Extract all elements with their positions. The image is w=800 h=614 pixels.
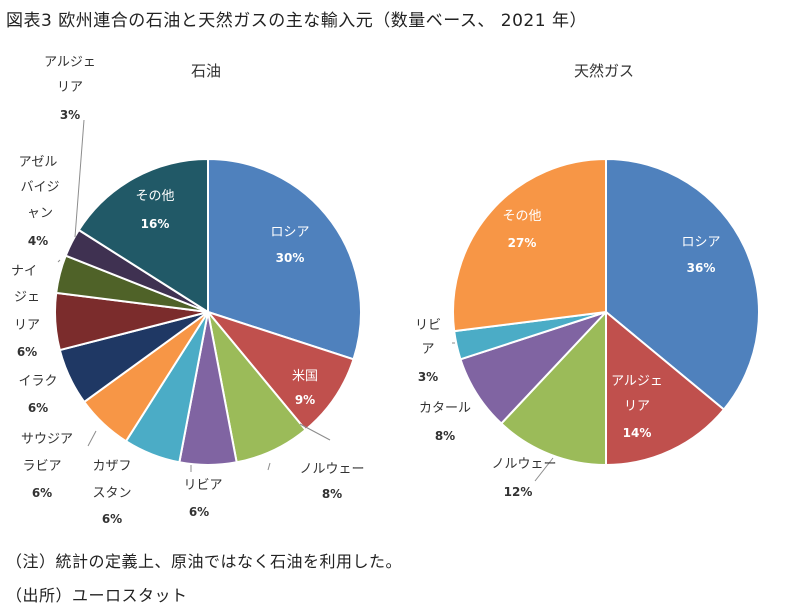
slice-value-label: 6% xyxy=(17,345,37,359)
slice-name-label: リア xyxy=(14,318,40,333)
slice-value-label: 8% xyxy=(322,487,342,501)
slice-name-label: リビア xyxy=(183,478,222,493)
slice-name-label: リア xyxy=(57,80,83,95)
slice-name-label: ノルウェー xyxy=(299,462,364,477)
source-text: （出所）ユーロスタット xyxy=(6,586,188,605)
slice-value-label: 12% xyxy=(504,485,533,499)
pie-slice xyxy=(77,157,209,314)
slice-name-label: その他 xyxy=(135,189,174,204)
slice-name-label: ャン xyxy=(27,206,53,221)
chart-title: 天然ガス xyxy=(574,62,634,80)
slice-name-label: アゼル xyxy=(19,155,58,170)
slice-value-label: 8% xyxy=(435,429,455,443)
leader-line xyxy=(74,119,85,238)
slice-name-label: ジェ xyxy=(14,290,40,305)
leader-line xyxy=(87,430,97,447)
slice-name-label: イラク xyxy=(18,374,57,389)
slice-name-label: ア xyxy=(421,342,434,357)
slice-value-label: 27% xyxy=(508,236,537,250)
pie-slice xyxy=(207,157,362,361)
figure-title: 図表3 欧州連合の石油と天然ガスの主な輸入元（数量ベース、 2021 年） xyxy=(6,11,587,31)
slice-value-label: 6% xyxy=(32,486,52,500)
slice-name-label: カザフ xyxy=(92,459,131,474)
slice-name-label: リア xyxy=(624,399,650,414)
slice-value-label: 30% xyxy=(276,251,305,265)
leader-line xyxy=(534,457,554,482)
slice-name-label: スタン xyxy=(92,486,131,501)
slice-name-label: カタール xyxy=(419,401,471,416)
pie-slice xyxy=(499,309,607,467)
chart-title: 石油 xyxy=(191,62,221,80)
pie-chart-1 xyxy=(54,119,362,472)
slice-name-label: アルジェ xyxy=(611,374,663,389)
slice-name-label: ノルウェー xyxy=(491,457,556,472)
slice-name-label: バイジ xyxy=(20,180,59,195)
pie-slice xyxy=(452,157,607,333)
slice-value-label: 3% xyxy=(60,108,80,122)
pie-charts: 石油ロシア30%米国9%ノルウェー8%リビア6%カザフスタン6%サウジアラビア6… xyxy=(11,55,760,526)
slice-value-label: 16% xyxy=(141,217,170,231)
slice-value-label: 4% xyxy=(28,234,48,248)
slice-name-label: ロシア xyxy=(681,235,720,250)
note-text: （注）統計の定義上、原油ではなく石油を利用した。 xyxy=(6,552,403,571)
slice-value-label: 36% xyxy=(687,261,716,275)
pie-chart-2 xyxy=(452,157,760,482)
leader-line xyxy=(299,423,331,441)
slice-value-label: 9% xyxy=(295,393,315,407)
slice-name-label: アルジェ xyxy=(44,55,96,70)
leader-line xyxy=(57,259,61,263)
slice-value-label: 6% xyxy=(189,505,209,519)
slice-name-label: サウジア xyxy=(21,432,73,447)
slice-value-label: 14% xyxy=(623,426,652,440)
leader-line xyxy=(267,462,271,471)
pie-slice xyxy=(605,157,760,411)
pie-slice xyxy=(605,309,726,467)
slice-name-label: その他 xyxy=(502,209,541,224)
slice-value-label: 3% xyxy=(418,370,438,384)
slice-value-label: 6% xyxy=(28,401,48,415)
pie-slice xyxy=(205,309,355,432)
slice-name-label: 米国 xyxy=(292,369,318,384)
slice-name-label: ロシア xyxy=(270,225,309,240)
slice-value-label: 6% xyxy=(102,512,122,526)
slice-name-label: ナイ xyxy=(11,264,37,279)
slice-name-label: リビ xyxy=(415,318,441,333)
slice-name-label: ラビア xyxy=(22,459,61,474)
